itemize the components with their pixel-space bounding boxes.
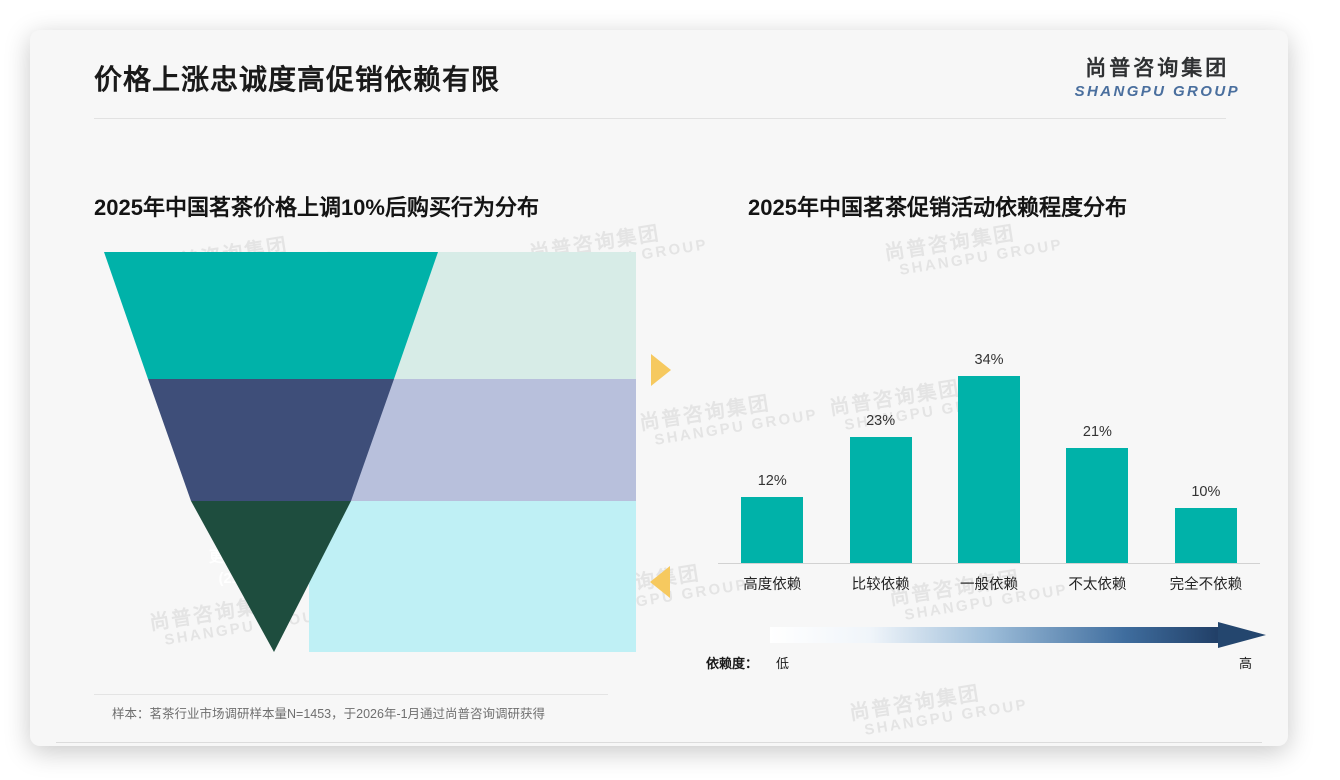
triangle-left-icon	[650, 566, 670, 598]
logo-english-text: SHANGPU GROUP	[1074, 83, 1240, 100]
watermark-cn: 尚普咨询集团	[883, 222, 1017, 265]
category-label-不太依赖: 不太依赖	[1068, 577, 1127, 593]
category-label-一般依赖: 一般依赖	[960, 577, 1019, 593]
gradient-arrow-svg	[770, 622, 1266, 648]
brand-logo: 尚普咨询集团 SHANGPU GROUP	[1075, 52, 1240, 100]
legend-high-label: 高	[1238, 656, 1252, 671]
watermark-cn: 尚普咨询集团	[848, 682, 982, 725]
bar-column: 21%	[1043, 313, 1151, 563]
watermark-en: SHANGPU GROUP	[863, 696, 1030, 739]
funnel-band-2	[309, 501, 636, 652]
bar-一般依赖	[958, 376, 1021, 563]
bar-column: 12%	[718, 313, 826, 563]
watermark: 尚普咨询集团 SHANGPU GROUP	[883, 216, 1064, 280]
slide-header: 价格上涨忠诚度高促销依赖有限 尚普咨询集团 SHANGPU GROUP	[30, 30, 1288, 122]
triangle-right-icon	[651, 354, 671, 386]
bar-group: 12% 23% 34% 21% 10%	[718, 313, 1260, 563]
bar-column: 10%	[1152, 313, 1260, 563]
gradient-arrow	[770, 622, 1266, 648]
category-labels: 高度依赖 比较依赖 一般依赖 不太依赖 完全不依赖	[718, 573, 1260, 594]
slide-card: 尚普咨询集团 SHANGPU GROUP 尚普咨询集团 SHANGPU GROU…	[30, 30, 1288, 746]
bar-不太依赖	[1066, 447, 1129, 563]
category-label-完全不依赖: 完全不依赖	[1169, 577, 1243, 593]
page-title: 价格上涨忠诚度高促销依赖有限	[94, 64, 501, 95]
bar-column: 23%	[826, 313, 934, 563]
category-label-高度依赖: 高度依赖	[743, 577, 802, 593]
watermark-en: SHANGPU GROUP	[898, 236, 1065, 279]
bar-value-label: 23%	[866, 412, 896, 429]
note-divider	[94, 694, 608, 695]
bar-value-label: 12%	[757, 473, 787, 489]
bar-比较依赖	[849, 436, 912, 563]
right-section-title: 2025年中国茗茶促销活动依赖程度分布	[748, 195, 1127, 220]
bar-value-label: 34%	[974, 352, 1004, 368]
header-divider	[94, 118, 1226, 119]
bar-value-label: 10%	[1191, 484, 1221, 500]
category-label-比较依赖: 比较依赖	[851, 577, 910, 593]
bar-完全不依赖	[1174, 508, 1237, 563]
funnel-segment-0	[104, 252, 438, 379]
sample-note: 样本：茗茶行业市场调研样本量N=1453，于2026年-1月通过尚普咨询调研获得	[112, 707, 546, 721]
funnel-segment-1	[148, 379, 394, 501]
funnel-svg	[104, 252, 636, 652]
legend-low-label: 低	[776, 656, 790, 671]
left-section-title: 2025年中国茗茶价格上调10%后购买行为分布	[94, 195, 539, 220]
footer-divider	[56, 742, 1262, 743]
bar-column: 34%	[935, 313, 1043, 563]
bar-高度依赖	[741, 497, 804, 563]
dependency-gradient-legend: 依赖度： 低 高	[706, 620, 1266, 682]
funnel-chart	[94, 252, 654, 667]
logo-chinese-text: 尚普咨询集团	[1085, 57, 1230, 80]
x-axis-line	[718, 563, 1260, 564]
legend-prefix-label: 依赖度：	[706, 656, 759, 671]
dependency-bar-chart: 12% 23% 34% 21% 10% 高度依赖 比较依赖 一般依赖 不太依赖 完全不依赖	[718, 280, 1266, 600]
bar-value-label: 21%	[1082, 423, 1112, 440]
watermark: 尚普咨询集团 SHANGPU GROUP	[848, 676, 1029, 740]
funnel-segment-2	[191, 501, 351, 652]
